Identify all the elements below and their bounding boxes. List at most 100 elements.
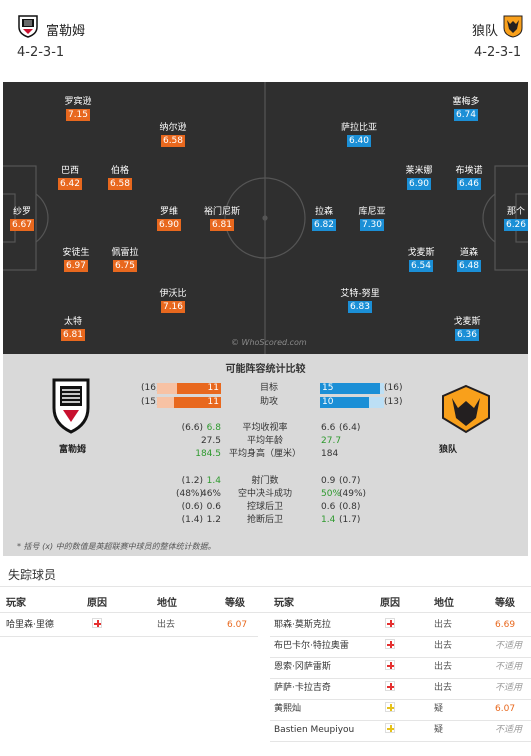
stat-row: (6.6) 6.8 平均收视率 6.6 (6.4) <box>3 422 528 435</box>
player-name[interactable]: 黄熙灿 <box>274 704 302 714</box>
injury-icon <box>385 656 395 678</box>
away-season-value: (13) <box>384 397 403 407</box>
player-home-tete[interactable]: 太特 6.81 <box>58 316 88 341</box>
stat-row: (48%) 46% 空中决斗成功 50% (49%) <box>3 488 528 501</box>
player-home-bassey[interactable]: 巴西 6.42 <box>55 165 85 190</box>
player-status: 疑 <box>434 725 444 735</box>
player-name[interactable]: 萨萨·卡拉吉奇 <box>274 683 331 693</box>
player-away-jose-sa[interactable]: 那个 6.26 <box>503 206 528 231</box>
stats-footnote: * 括号 (x) 中的数值是英超联赛中球员的整体统计数据。 <box>17 542 216 551</box>
player-away-dawson[interactable]: 道森 6.48 <box>454 247 484 272</box>
player-name[interactable]: 恩索·冈萨雷斯 <box>274 662 331 672</box>
player-away-lemina[interactable]: 莱米娜 6.90 <box>399 165 439 190</box>
injury-cross-icon <box>385 639 395 649</box>
player-rating: 6.74 <box>453 109 479 121</box>
home-season-value: (48%) <box>175 489 203 499</box>
injury-icon <box>385 614 395 636</box>
player-name: 罗维 <box>159 207 178 217</box>
stat-label: 目标 <box>260 383 279 393</box>
player-grade: 6.69 <box>495 620 516 630</box>
away-goals-fill <box>320 383 381 394</box>
away-assists-bar: 10 <box>320 397 384 408</box>
player-name: 那个 <box>506 207 525 217</box>
player-rating: 6.36 <box>454 329 480 341</box>
missing-player-row[interactable]: 耶森·莫斯克拉 出去 6.69 <box>0 614 531 636</box>
home-col-player: 玩家 <box>6 598 26 609</box>
missing-player-row[interactable]: Bastien Meupiyou 疑 不适用 <box>0 719 531 741</box>
away-season-value: (1.7) <box>339 515 361 525</box>
player-name: 塞梅多 <box>452 97 480 107</box>
doubt-cross-icon <box>385 702 395 712</box>
away-season-value: (6.4) <box>339 423 361 433</box>
away-value: 27.7 <box>321 436 342 446</box>
fulham-crest-icon <box>18 15 38 38</box>
doubt-cross-icon <box>385 723 395 733</box>
player-name[interactable]: 哈里森·里德 <box>6 620 54 630</box>
stat-label: 空中决斗成功 <box>237 489 292 499</box>
missing-player-row[interactable]: 萨萨·卡拉吉奇 出去 不适用 <box>0 677 531 699</box>
player-home-andersen[interactable]: 安徒生 6.97 <box>56 247 96 272</box>
home-team-name[interactable]: 富勒姆 <box>46 24 86 39</box>
player-home-iwobi[interactable]: 伊沃比 7.16 <box>153 288 193 313</box>
player-away-ait-nouri[interactable]: 艾特-努里 6.83 <box>336 288 384 313</box>
player-name: 拉森 <box>314 207 333 217</box>
stat-label: 射门数 <box>251 476 279 486</box>
missing-player-row[interactable]: 恩索·冈萨雷斯 出去 不适用 <box>0 656 531 678</box>
player-name[interactable]: 布巴卡尔·特拉奥雷 <box>274 641 349 651</box>
player-status: 出去 <box>434 683 453 693</box>
away-value: 184 <box>321 449 339 459</box>
player-home-pereira[interactable]: 佩雷拉 6.75 <box>105 247 145 272</box>
player-away-semedo[interactable]: 塞梅多 6.74 <box>446 96 486 121</box>
home-value: 0.6 <box>206 502 221 512</box>
missing-player-row[interactable]: 哈里森·里德 出去 6.07 <box>0 614 531 636</box>
missing-player-row[interactable]: 黄熙灿 疑 6.07 <box>0 698 531 720</box>
player-rating: 6.26 <box>503 219 528 231</box>
stat-row-goals: (16) 11 目标 15 (16) <box>3 383 528 395</box>
player-away-joao-gomes[interactable]: 戈麦斯 6.36 <box>447 316 487 341</box>
home-season-value: (15) <box>141 397 160 407</box>
player-home-berge[interactable]: 伯格 6.58 <box>105 165 135 190</box>
player-away-larsen[interactable]: 拉森 6.82 <box>309 206 339 231</box>
player-away-toti-gomes[interactable]: 戈麦斯 6.54 <box>401 247 441 272</box>
home-value: 11 <box>207 383 219 393</box>
home-season-value: (1.2) <box>181 476 203 486</box>
doubtful-icon <box>385 698 395 720</box>
player-home-robinson[interactable]: 罗宾逊 7.15 <box>58 96 98 121</box>
player-rating: 6.42 <box>57 178 83 190</box>
stat-label: 平均收视率 <box>242 423 288 433</box>
player-home-lukic[interactable]: 罗维 6.90 <box>154 206 184 231</box>
player-name: 巴西 <box>60 166 79 176</box>
home-season-value: (6.6) <box>181 423 203 433</box>
player-name[interactable]: 耶森·莫斯克拉 <box>274 620 331 630</box>
player-home-leno[interactable]: 纱罗 6.67 <box>7 206 37 231</box>
stat-label: 抢断后卫 <box>246 515 283 525</box>
away-season-value: (0.7) <box>339 476 361 486</box>
player-home-jimenez[interactable]: 裕门尼斯 6.81 <box>201 206 243 231</box>
player-grade: 6.07 <box>227 620 248 630</box>
wolves-crest-icon <box>442 384 490 434</box>
player-away-bueno[interactable]: 布埃诺 6.46 <box>449 165 489 190</box>
missing-player-row[interactable]: 布巴卡尔·特拉奥雷 出去 不适用 <box>0 635 531 657</box>
player-grade: 不适用 <box>495 641 523 651</box>
away-team-name[interactable]: 狼队 <box>472 24 499 39</box>
player-status: 出去 <box>434 662 453 672</box>
player-away-sarabia[interactable]: 萨拉比亚 6.40 <box>337 122 381 147</box>
away-assists-fill <box>320 397 370 408</box>
away-col-reason: 原因 <box>380 598 400 609</box>
away-value: 50% <box>321 489 342 499</box>
player-status: 出去 <box>434 641 453 651</box>
player-name[interactable]: Bastien Meupiyou <box>274 725 355 735</box>
player-rating: 7.30 <box>359 219 385 231</box>
stat-row: (1.4) 1.2 抢断后卫 1.4 (1.7) <box>3 514 528 527</box>
player-home-nelson[interactable]: 纳尔逊 6.58 <box>153 122 193 147</box>
away-season-value: (49%) <box>339 489 367 499</box>
lineup-pitch: 罗宾逊 7.15 纳尔逊 6.58 巴西 6.42 伯格 6.58 纱罗 6.6… <box>3 82 528 354</box>
player-name: 伯格 <box>110 166 129 176</box>
player-rating: 7.15 <box>65 109 91 121</box>
away-col-grade: 等级 <box>495 598 515 609</box>
player-away-cunha[interactable]: 库尼亚 7.30 <box>352 206 392 231</box>
home-col-reason: 原因 <box>87 598 107 609</box>
divider <box>0 636 258 637</box>
player-name: 莱米娜 <box>405 166 433 176</box>
away-value: 0.9 <box>321 476 336 486</box>
